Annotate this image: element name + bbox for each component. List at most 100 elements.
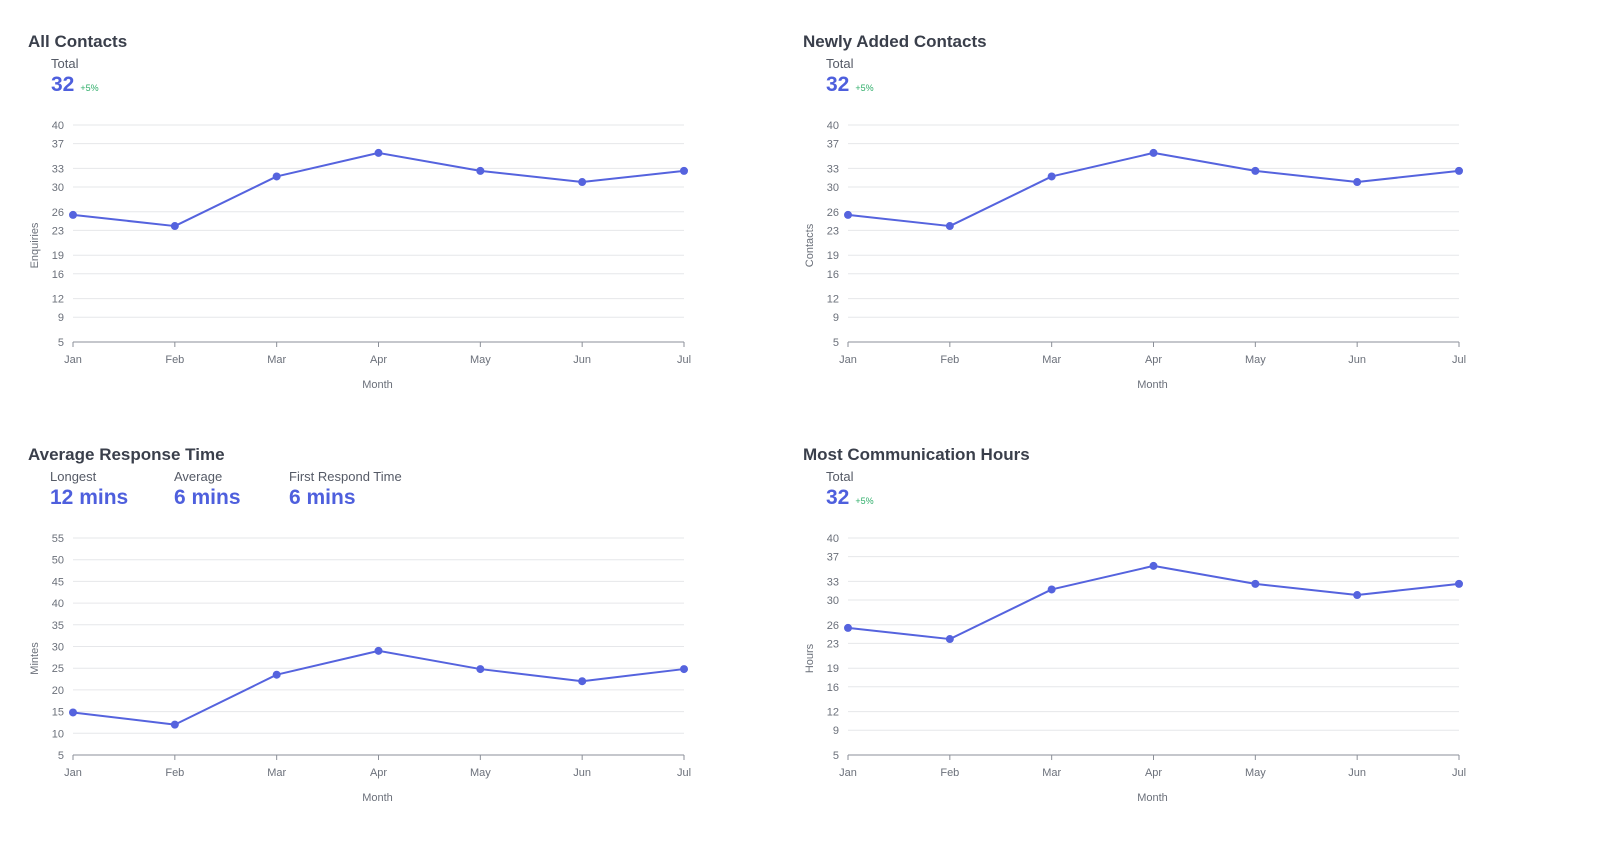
panel-title: Average Response Time (28, 445, 225, 464)
y-tick-label: 33 (827, 576, 839, 588)
panel-title: Most Communication Hours (803, 445, 1030, 464)
data-point[interactable] (680, 665, 688, 674)
data-point[interactable] (374, 646, 383, 655)
y-tick-label: 40 (827, 533, 839, 545)
most-communication-hours-panel: Most Communication Hours Total 32 +5% 5 9… (803, 445, 1563, 845)
x-tick-label: May (470, 354, 491, 366)
x-tick-label: Jun (573, 767, 591, 779)
y-tick-label: 37 (52, 139, 64, 151)
data-point[interactable] (844, 210, 852, 219)
stat-label: Longest (50, 469, 97, 484)
x-tick-label: Jul (1452, 354, 1466, 366)
stat-change: +5% (855, 83, 874, 93)
stat-value: 6 mins (289, 486, 356, 509)
data-point[interactable] (1353, 591, 1362, 600)
y-tick-label: 26 (827, 620, 839, 632)
x-tick-label: May (1245, 354, 1266, 366)
stat-value: 32 (826, 73, 850, 96)
y-tick-label: 33 (827, 163, 839, 175)
x-axis-title: Month (362, 379, 393, 391)
x-tick-label: Feb (165, 767, 184, 779)
x-tick-label: Apr (1145, 767, 1162, 779)
data-point[interactable] (1251, 166, 1260, 175)
data-point[interactable] (945, 635, 954, 644)
y-tick-label: 9 (833, 312, 839, 324)
y-tick-label: 23 (827, 225, 839, 237)
average-response-time-panel: Average Response Time Longest 12 mins Av… (28, 445, 788, 845)
series-line (72, 151, 685, 228)
x-tick-label: Jan (839, 767, 857, 779)
stat-value: 32 (826, 486, 850, 509)
data-point[interactable] (69, 708, 77, 717)
data-point[interactable] (844, 623, 852, 632)
data-point[interactable] (1353, 178, 1362, 187)
data-point[interactable] (578, 677, 587, 686)
y-tick-label: 45 (52, 576, 64, 588)
y-tick-label: 40 (52, 120, 64, 132)
x-tick-label: Mar (1042, 767, 1061, 779)
data-point[interactable] (1455, 166, 1463, 175)
total-stat: Total 32 +5% (826, 56, 874, 97)
data-point[interactable] (1251, 579, 1260, 588)
data-point[interactable] (476, 665, 485, 674)
stat-value: 12 mins (50, 486, 129, 509)
average-response-time-chart: 5 10 15 20 25 30 35 40 45 50 55 Jan Feb Mar Apr May Jun J… (29, 533, 691, 804)
most-communication-hours-chart: 5 9 12 16 19 23 26 30 33 37 40 Jan Feb Mar Apr May Jun Ju… (804, 533, 1466, 804)
y-axis-title: Mintes (29, 642, 41, 675)
y-axis-title: Hours (804, 643, 816, 673)
data-point[interactable] (1047, 172, 1056, 181)
y-tick-label: 19 (827, 250, 839, 262)
y-tick-label: 12 (52, 294, 64, 306)
x-tick-label: Apr (1145, 354, 1162, 366)
data-point[interactable] (945, 222, 954, 231)
y-tick-label: 23 (827, 638, 839, 650)
y-tick-label: 19 (827, 663, 839, 675)
stat-change: +5% (855, 496, 874, 506)
y-tick-label: 12 (827, 707, 839, 719)
y-tick-label: 16 (52, 269, 64, 281)
data-point[interactable] (1149, 148, 1158, 157)
y-tick-label: 26 (52, 207, 64, 219)
stat-label: Total (826, 469, 854, 484)
y-tick-label: 16 (827, 269, 839, 281)
y-tick-label: 26 (827, 207, 839, 219)
x-tick-label: Jul (677, 354, 691, 366)
data-point[interactable] (1455, 579, 1463, 588)
data-point[interactable] (578, 178, 587, 187)
y-tick-label: 40 (52, 598, 64, 610)
data-point[interactable] (374, 148, 383, 157)
panel-title: All Contacts (28, 32, 128, 51)
y-tick-label: 9 (833, 725, 839, 737)
average-stat: Average 6 mins (174, 469, 241, 510)
data-point[interactable] (1047, 585, 1056, 594)
series-line (847, 564, 1460, 641)
stat-label: Average (174, 469, 223, 484)
data-point[interactable] (476, 166, 485, 175)
y-tick-label: 30 (827, 182, 839, 194)
y-tick-label: 30 (827, 595, 839, 607)
y-tick-label: 16 (827, 682, 839, 694)
data-point[interactable] (272, 172, 281, 181)
x-tick-label: Jan (839, 354, 857, 366)
data-point[interactable] (272, 670, 281, 679)
y-tick-label: 37 (827, 139, 839, 151)
stat-change: +5% (80, 83, 99, 93)
x-tick-label: Jun (573, 354, 591, 366)
panel-title: Newly Added Contacts (803, 32, 987, 51)
y-tick-label: 55 (52, 533, 64, 545)
y-tick-label: 40 (827, 120, 839, 132)
x-tick-label: Apr (370, 767, 387, 779)
y-tick-label: 25 (52, 663, 64, 675)
data-point[interactable] (69, 210, 77, 219)
y-tick-label: 15 (52, 707, 64, 719)
y-tick-label: 5 (58, 750, 64, 762)
x-axis-title: Month (1137, 792, 1168, 804)
data-point[interactable] (680, 166, 688, 175)
data-point[interactable] (170, 720, 179, 729)
data-point[interactable] (170, 222, 179, 231)
y-tick-label: 30 (52, 642, 64, 654)
x-tick-label: Jan (64, 354, 82, 366)
total-stat: Total 32 +5% (826, 469, 874, 510)
stat-label: Total (51, 56, 79, 71)
data-point[interactable] (1149, 561, 1158, 570)
